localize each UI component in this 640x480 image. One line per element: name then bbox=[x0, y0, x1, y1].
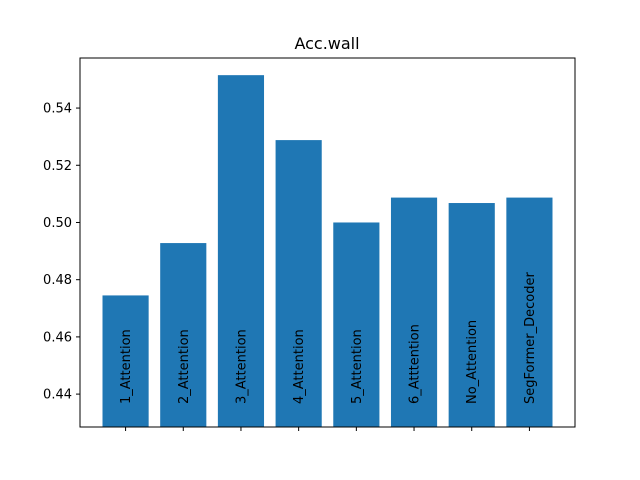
y-tick-label: 0.50 bbox=[43, 216, 72, 231]
plot-frame bbox=[79, 57, 576, 428]
bar-label-1_Attention: 1_Attention bbox=[119, 329, 134, 404]
chart-title: Acc.wall bbox=[294, 34, 359, 53]
bar-5_Attention bbox=[333, 222, 380, 427]
y-tick-label: 0.54 bbox=[43, 102, 72, 117]
bar-label-6_Atttention: 6_Atttention bbox=[408, 324, 423, 404]
bar-4_Attention bbox=[275, 140, 322, 427]
bar-label-2_Attention: 2_Attention bbox=[177, 329, 192, 404]
bar-1_Attention bbox=[102, 295, 149, 427]
bar-label-3_Attention: 3_Attention bbox=[234, 329, 249, 404]
y-axis: 0.44 0.46 0.48 0.50 0.52 0.54 bbox=[43, 102, 80, 403]
bar-2_Attention bbox=[160, 243, 207, 427]
y-tick-label: 0.48 bbox=[43, 273, 72, 288]
bar-label-5_Attention: 5_Attention bbox=[350, 329, 365, 404]
y-tick-label: 0.46 bbox=[43, 330, 72, 345]
bar-3_Attention bbox=[217, 75, 265, 427]
bar-6_Atttention bbox=[390, 197, 438, 427]
x-axis bbox=[125, 427, 530, 431]
bars-group: 1_Attention 2_Attention 3_Attention 4_Atten… bbox=[102, 75, 553, 427]
y-tick-label: 0.52 bbox=[43, 159, 72, 174]
bar-label-SegFormer_Decoder: SegFormer_Decoder bbox=[523, 272, 538, 404]
bar-SegFormer_Decoder bbox=[506, 197, 553, 427]
bar-label-4_Attention: 4_Attention bbox=[292, 329, 307, 404]
bar-No_Attention bbox=[448, 203, 495, 427]
bar-label-No_Attention: No_Attention bbox=[465, 320, 480, 404]
y-tick-label: 0.44 bbox=[43, 388, 72, 403]
